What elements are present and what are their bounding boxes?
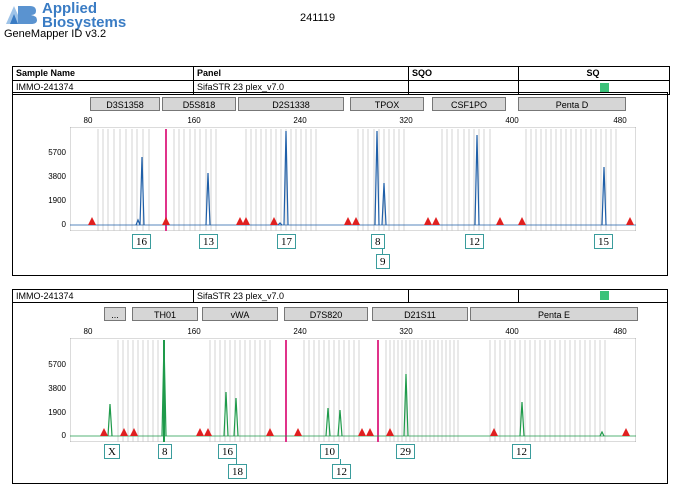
col-sq: SQ — [586, 68, 600, 78]
allele-label[interactable]: 16 — [218, 444, 237, 459]
marker-csf1po[interactable]: CSF1PO — [432, 97, 506, 111]
marker-penta-d[interactable]: Penta D — [518, 97, 626, 111]
allele-label[interactable]: 13 — [199, 234, 218, 249]
y-tick: 1900 — [48, 196, 66, 205]
allele-label[interactable]: 29 — [396, 444, 415, 459]
marker-tpox[interactable]: TPOX — [350, 97, 424, 111]
allele-label[interactable]: 12 — [465, 234, 484, 249]
applied-biosystems-logo-icon — [4, 4, 38, 26]
x-tick: 240 — [293, 327, 307, 336]
panel-cell: SifaSTR 23 plex_v7.0 — [194, 81, 409, 94]
allele-label[interactable]: 10 — [320, 444, 339, 459]
allele-connector — [236, 459, 237, 464]
app-version: GeneMapper ID v3.2 — [4, 28, 107, 40]
sample-name-cell: IMMO-241374 — [13, 290, 194, 302]
allele-label[interactable]: 15 — [594, 234, 613, 249]
marker-d21s11[interactable]: D21S11 — [372, 307, 468, 321]
electropherogram-plot-blue — [70, 127, 636, 231]
electropherogram-panel-green — [12, 289, 668, 484]
col-panel: Panel — [194, 67, 409, 80]
trace-green — [107, 341, 605, 437]
col-sample-name: Sample Name — [13, 67, 194, 80]
sq-cell — [519, 290, 667, 302]
marker-d5s818[interactable]: D5S818 — [162, 97, 236, 111]
allele-label[interactable]: 16 — [132, 234, 151, 249]
marker-th01[interactable]: TH01 — [132, 307, 198, 321]
x-tick: 320 — [399, 116, 413, 125]
allelic-ladder-bins — [117, 340, 606, 442]
brand-line2: Biosystems — [42, 14, 127, 31]
y-tick: 5700 — [48, 360, 66, 369]
sample-name-cell: IMMO-241374 — [13, 81, 194, 94]
marker-d2s1338[interactable]: D2S1338 — [238, 97, 344, 111]
x-tick: 240 — [293, 116, 307, 125]
x-tick: 160 — [187, 327, 201, 336]
y-tick: 0 — [61, 431, 66, 440]
col-sqo: SQO — [409, 67, 519, 80]
panel-green-header: IMMO-241374 SifaSTR 23 plex_v7.0 — [13, 290, 667, 303]
panel-cell: SifaSTR 23 plex_v7.0 — [194, 290, 409, 302]
allele-label[interactable]: 8 — [158, 444, 172, 459]
sq-cell — [519, 81, 667, 94]
x-tick: 480 — [613, 327, 627, 336]
sample-header-table: Sample Name Panel SQO SQ IMMO-241374 Sif… — [12, 66, 670, 95]
marker-d3s1358[interactable]: D3S1358 — [90, 97, 160, 111]
allele-label[interactable]: 18 — [228, 464, 247, 479]
run-id: 241119 — [300, 12, 336, 24]
allelic-ladder-bins — [97, 129, 617, 231]
electropherogram-plot-green — [70, 338, 636, 442]
sample-row[interactable]: IMMO-241374 SifaSTR 23 plex_v7.0 — [13, 80, 669, 94]
y-tick: 5700 — [48, 148, 66, 157]
allele-label[interactable]: 8 — [371, 234, 385, 249]
allele-connector — [382, 249, 383, 254]
brand-line1: Applied — [42, 0, 97, 17]
marker-penta-e[interactable]: Penta E — [470, 307, 638, 321]
y-tick: 3800 — [48, 172, 66, 181]
marker-more[interactable]: ... — [104, 307, 126, 321]
size-standard-peaks — [88, 217, 634, 225]
header-columns-row: Sample Name Panel SQO SQ — [13, 67, 669, 80]
x-tick: 320 — [399, 327, 413, 336]
allele-label[interactable]: 9 — [376, 254, 390, 269]
electropherogram-panel-blue — [12, 92, 668, 276]
sq-status-icon — [600, 83, 609, 92]
size-standard-peaks — [100, 428, 630, 436]
marker-vwa[interactable]: vWA — [202, 307, 278, 321]
allele-label[interactable]: 17 — [277, 234, 296, 249]
allele-connector — [340, 459, 341, 464]
brand-name: Applied Biosystems — [42, 0, 127, 31]
y-tick: 3800 — [48, 384, 66, 393]
trace-blue — [135, 130, 607, 226]
marker-d7s820[interactable]: D7S820 — [284, 307, 368, 321]
sqo-cell — [409, 81, 519, 94]
allele-label[interactable]: X — [104, 444, 120, 459]
sqo-cell — [409, 290, 519, 302]
sq-status-icon — [600, 291, 609, 300]
x-tick: 400 — [505, 116, 519, 125]
x-tick: 80 — [83, 327, 93, 336]
y-tick: 0 — [61, 220, 66, 229]
x-tick: 160 — [187, 116, 201, 125]
x-tick: 480 — [613, 116, 627, 125]
y-tick: 1900 — [48, 408, 66, 417]
allele-label[interactable]: 12 — [332, 464, 351, 479]
x-tick: 80 — [83, 116, 93, 125]
x-tick: 400 — [505, 327, 519, 336]
allele-label[interactable]: 12 — [512, 444, 531, 459]
